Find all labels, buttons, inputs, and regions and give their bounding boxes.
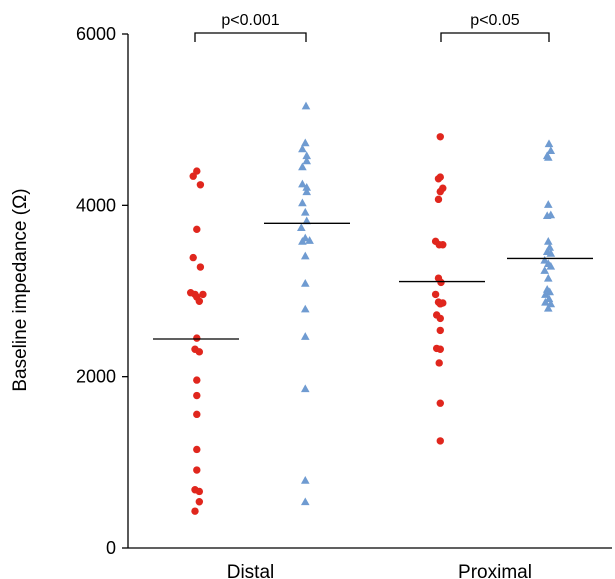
data-point-triangle [297,223,306,232]
significance-bracket [440,32,550,42]
data-point-triangle [300,476,310,484]
data-point-circle [195,498,204,506]
y-tick-label: 0 [106,538,116,558]
data-point-triangle [300,207,310,216]
data-point-triangle [302,151,312,160]
data-point-triangle [546,146,556,154]
data-point-circle [437,278,445,287]
data-point-circle [189,172,197,180]
data-point-triangle [298,198,307,207]
data-point-circle [195,348,204,356]
data-point-triangle [543,273,553,282]
data-point-triangle [540,266,549,274]
significance-label: p<0.001 [221,12,279,29]
data-point-triangle [545,287,555,296]
data-points [186,101,556,515]
data-point-circle [191,507,199,515]
significance-label: p<0.05 [470,12,519,29]
data-point-circle [193,445,201,454]
data-point-triangle [540,255,549,264]
group-labels: Distal Proximal [227,562,532,579]
data-point-triangle [298,144,307,153]
data-point-circle [435,359,443,367]
y-tick-label: 2000 [76,367,116,387]
y-tick-labels: 0 2000 4000 6000 [76,24,116,558]
data-point-triangle [300,138,310,147]
data-point-triangle [300,384,310,393]
data-point-triangle [546,210,556,219]
data-point-triangle [302,187,312,196]
data-point-triangle [298,237,307,245]
data-point-triangle [305,236,314,244]
y-tick-label: 4000 [76,195,116,215]
data-point-circle [189,253,197,262]
data-point-circle [439,241,447,249]
data-point-circle [193,376,201,384]
data-point-triangle [544,139,554,148]
data-point-triangle [300,304,310,313]
y-tick-label: 6000 [76,24,116,44]
data-point-circle [436,187,444,196]
data-point-triangle [298,179,307,188]
data-point-circle [199,290,207,299]
data-point-circle [434,175,443,183]
data-point-triangle [302,216,312,225]
data-point-circle [434,195,443,204]
data-point-circle [193,225,201,234]
data-point-circle [193,334,201,342]
data-point-circle [193,466,201,474]
median-lines [153,222,593,340]
data-point-circle [195,297,204,305]
group-label: Distal [227,562,275,579]
data-point-triangle [302,156,312,165]
data-point-triangle [541,297,550,306]
data-point-circle [195,487,204,496]
significance-bracket [194,32,307,42]
data-point-circle [436,399,444,407]
data-point-triangle [543,303,553,312]
data-point-triangle [543,237,553,245]
group-label: Proximal [458,562,532,579]
data-point-circle [436,326,444,335]
data-point-triangle [301,101,311,110]
data-point-triangle [543,200,553,208]
data-point-triangle [546,261,556,270]
data-point-circle [436,300,444,308]
data-point-circle [193,391,201,400]
data-point-circle [196,263,205,271]
data-point-circle [193,167,201,175]
data-point-circle [436,314,444,323]
data-point-circle [436,133,444,141]
significance-brackets: p<0.001 p<0.05 [194,12,550,42]
data-point-triangle [300,278,310,287]
data-point-circle [196,181,205,189]
y-axis-label: Baseline impedance (Ω) [10,188,31,391]
axes [122,33,612,549]
data-point-triangle [300,251,310,260]
data-point-triangle [543,153,553,161]
data-point-triangle [300,497,310,506]
data-point-triangle [302,183,312,191]
data-point-circle [436,345,444,353]
data-point-circle [436,437,444,445]
data-point-triangle [546,249,556,257]
data-point-circle [431,290,440,299]
data-point-triangle [300,332,310,340]
data-point-triangle [541,290,550,298]
data-point-triangle [298,162,307,171]
data-point-circle [193,410,201,419]
